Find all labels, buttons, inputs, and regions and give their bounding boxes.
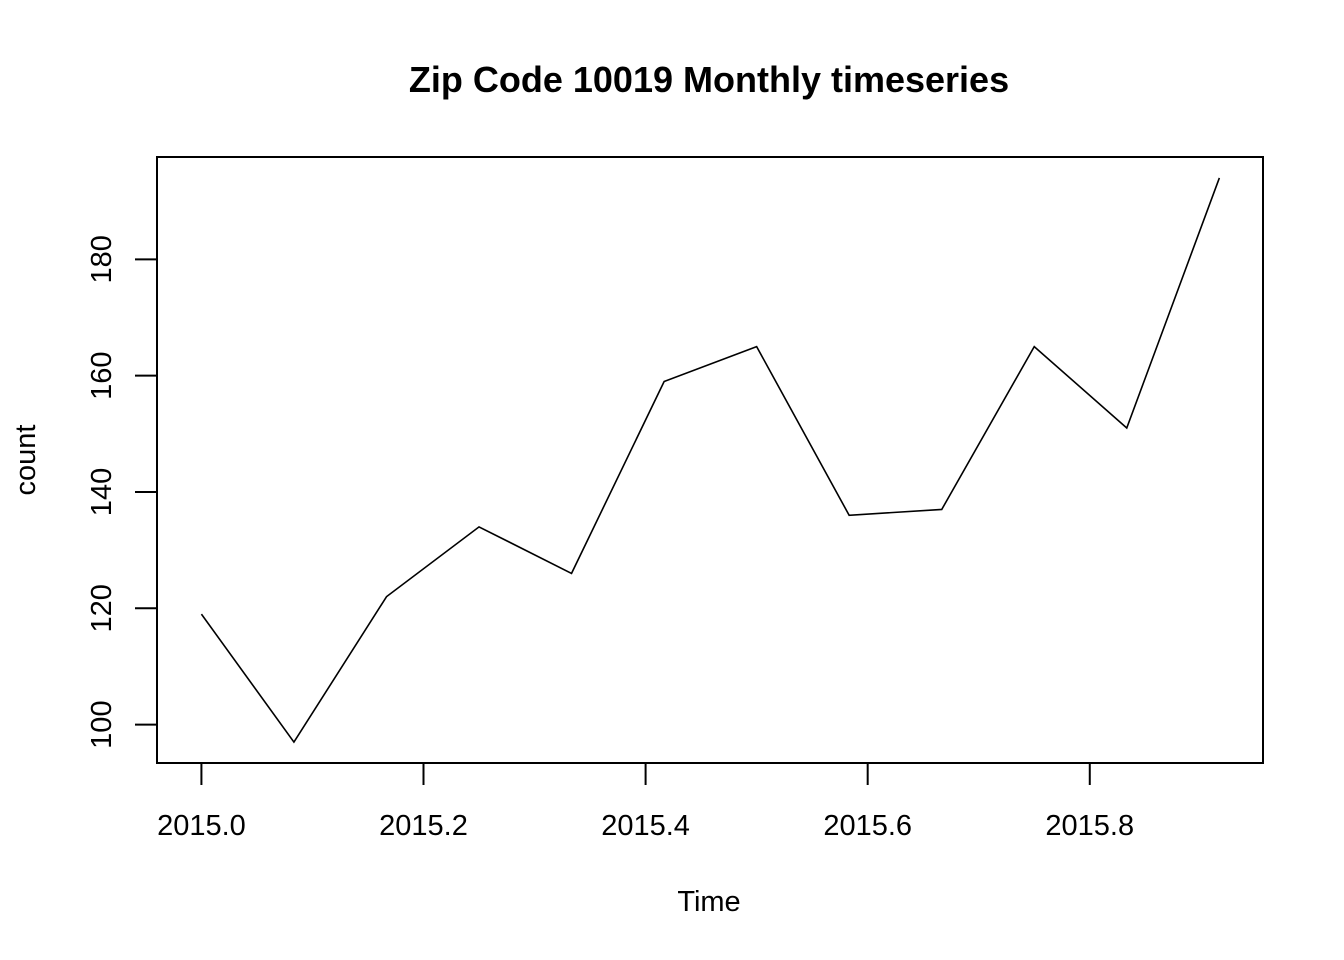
- chart-title: Zip Code 10019 Monthly timeseries: [409, 59, 1009, 100]
- y-axis: 100 120 140 160 180: [86, 235, 158, 749]
- y-tick-label: 100: [86, 700, 118, 748]
- series-layer: [200, 177, 1221, 744]
- y-tick-label: 140: [86, 468, 118, 516]
- plot-frame: [156, 156, 1264, 764]
- y-tick-label: 120: [86, 584, 118, 632]
- y-tick-label: 160: [86, 351, 118, 399]
- y-axis-label: count: [10, 425, 42, 496]
- x-tick-label: 2015.2: [379, 810, 468, 842]
- y-tick-label: 180: [86, 235, 118, 283]
- x-tick-label: 2015.0: [157, 810, 246, 842]
- x-axis-label: Time: [677, 886, 740, 918]
- series-line: [200, 177, 1221, 744]
- x-tick-label: 2015.4: [601, 810, 690, 842]
- x-axis: 2015.0 2015.2 2015.4 2015.6 2015.8: [157, 762, 1134, 842]
- x-tick-label: 2015.8: [1045, 810, 1134, 842]
- x-tick-label: 2015.6: [823, 810, 912, 842]
